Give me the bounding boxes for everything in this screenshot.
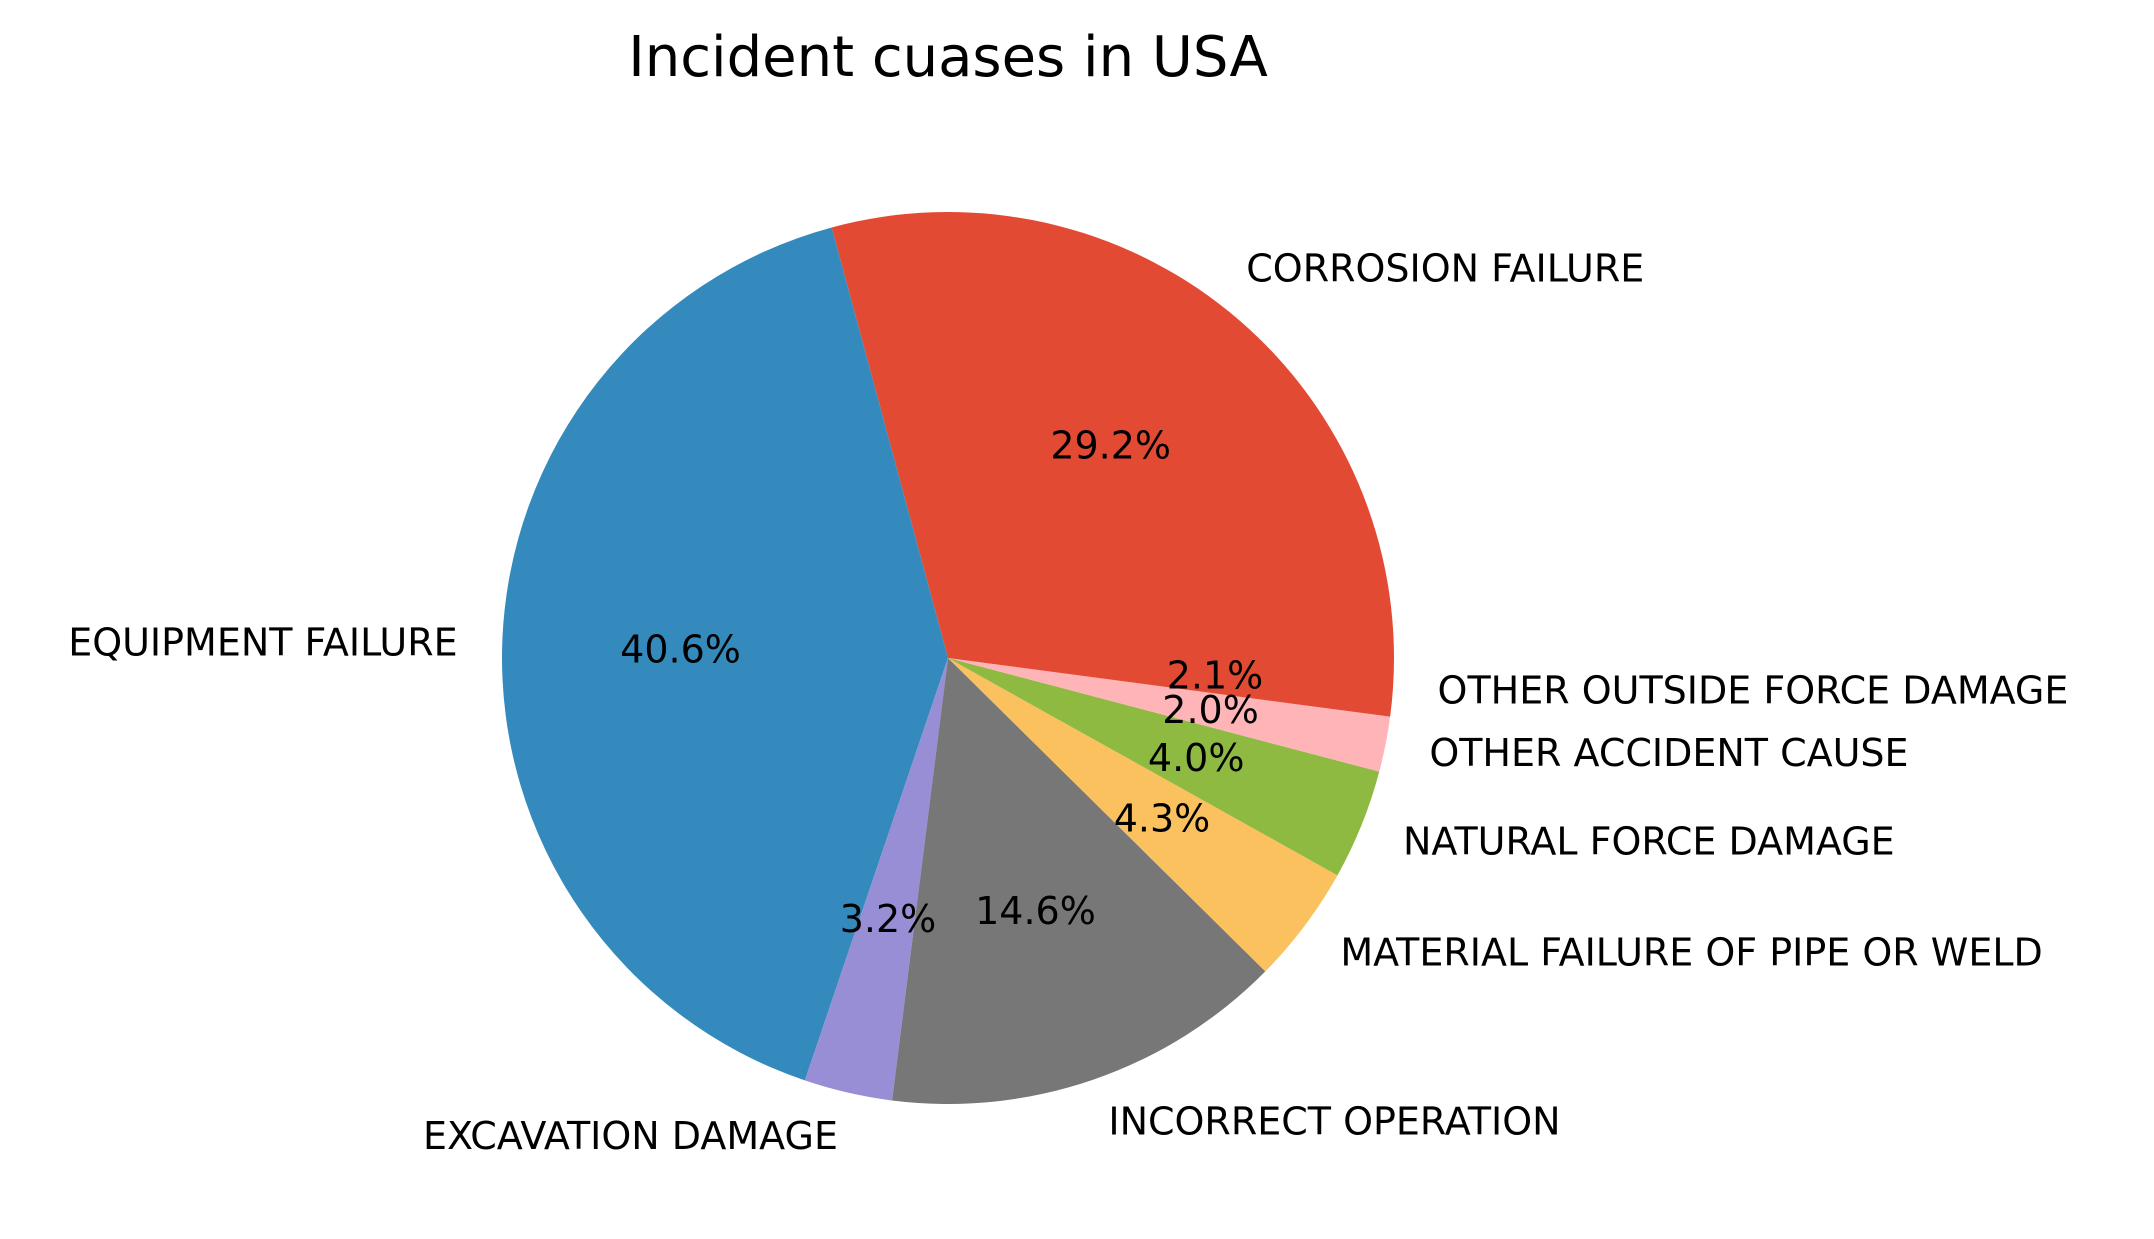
pie-slice-other-accident-cause [948,658,1391,772]
slices-layer [501,212,1394,1105]
pie-slice-corrosion-failure [831,212,1394,658]
percent-label-corrosion-failure: 29.2% [1050,424,1171,468]
percent-label-material-failure-of-pipe-or-weld: 4.3% [1114,797,1211,841]
pie-slice-excavation-damage [804,658,948,1101]
percent-labels-layer: 29.2% 40.6% 3.2% 14.6% 4.3% 4.0%2.0%2.1% [620,424,1263,941]
pie-slice-material-failure-of-pipe-or-weld [948,658,1338,972]
percent-label-excavation-damage: 3.2% [840,897,937,941]
category-label-other-accident-cause: OTHER ACCIDENT CAUSE [1429,731,1908,775]
percent-label-other-accident-cause: 2.0% [1162,688,1259,732]
chart-title: Incident cuases in USA [628,25,1268,90]
percent-label-other-outside-force-damage: 2.1% [1167,654,1264,698]
category-label-natural-force-damage: NATURAL FORCE DAMAGE [1403,819,1895,863]
percent-label-natural-force-damage: 4.0% [1148,736,1245,780]
pie-slice-incorrect-operation [892,658,1266,1105]
pie-slice-equipment-failure [501,227,948,1081]
pie-slice-other-outside-force-damage [948,658,1394,717]
category-label-equipment-failure: EQUIPMENT FAILURE [68,621,457,665]
category-labels-layer: CORROSION FAILURE EQUIPMENT FAILURE EXCAVA… [68,246,2068,1158]
category-label-incorrect-operation: INCORRECT OPERATION [1108,1100,1560,1144]
pie-slice-natural-force-damage [948,658,1380,876]
category-label-material-failure-of-pipe-or-weld: MATERIAL FAILURE OF PIPE OR WELD [1340,931,2042,975]
category-label-other-outside-force-damage: OTHER OUTSIDE FORCE DAMAGE [1438,668,2069,712]
percent-label-equipment-failure: 40.6% [620,628,741,672]
category-label-corrosion-failure: CORROSION FAILURE [1246,246,1644,290]
category-label-excavation-damage: EXCAVATION DAMAGE [423,1114,838,1158]
percent-label-incorrect-operation: 14.6% [975,889,1096,933]
